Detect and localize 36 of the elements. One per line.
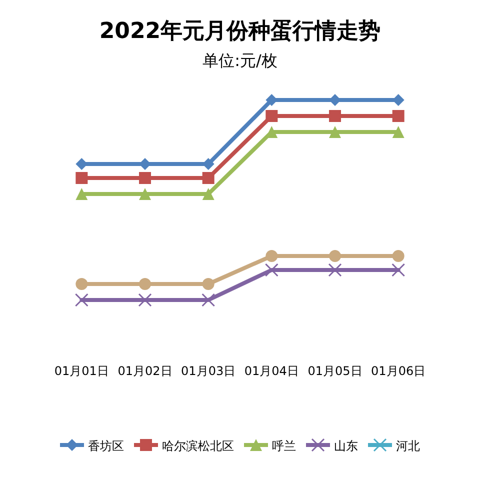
point: [392, 126, 404, 138]
point: [392, 110, 404, 122]
legend-label: 河北: [396, 439, 420, 453]
point: [76, 172, 88, 184]
point: [264, 263, 278, 277]
point: [202, 172, 214, 184]
chart-subtitle: 单位:元/枚: [202, 51, 278, 70]
point: [139, 188, 151, 200]
x-tick-label: 01月03日: [181, 364, 236, 378]
x-tick-label: 01月05日: [308, 364, 362, 378]
x-tick-label: 01月06日: [371, 364, 426, 378]
point: [328, 263, 342, 277]
point: [76, 278, 88, 290]
point: [139, 172, 151, 184]
point: [329, 126, 341, 138]
point: [392, 263, 406, 277]
x-tick-label: 01月02日: [118, 364, 172, 378]
point: [329, 110, 341, 122]
point: [202, 188, 214, 200]
point: [76, 188, 88, 200]
point: [138, 293, 152, 307]
x-tick-label: 01月04日: [244, 364, 299, 378]
x-tick-label: 01月01日: [54, 364, 109, 378]
point: [392, 250, 404, 262]
legend-label: 哈尔滨松北区: [162, 439, 234, 453]
legend-label: 呼兰: [272, 439, 296, 453]
point: [74, 293, 88, 307]
legend-label: 香坊区: [88, 439, 124, 453]
chart-title: 2022年元月份种蛋行情走势: [99, 19, 381, 44]
point: [139, 278, 151, 290]
legend-label: 山东: [334, 439, 358, 453]
point: [202, 278, 214, 290]
point: [266, 250, 278, 262]
point: [202, 293, 216, 307]
point: [266, 110, 278, 122]
point: [329, 250, 341, 262]
